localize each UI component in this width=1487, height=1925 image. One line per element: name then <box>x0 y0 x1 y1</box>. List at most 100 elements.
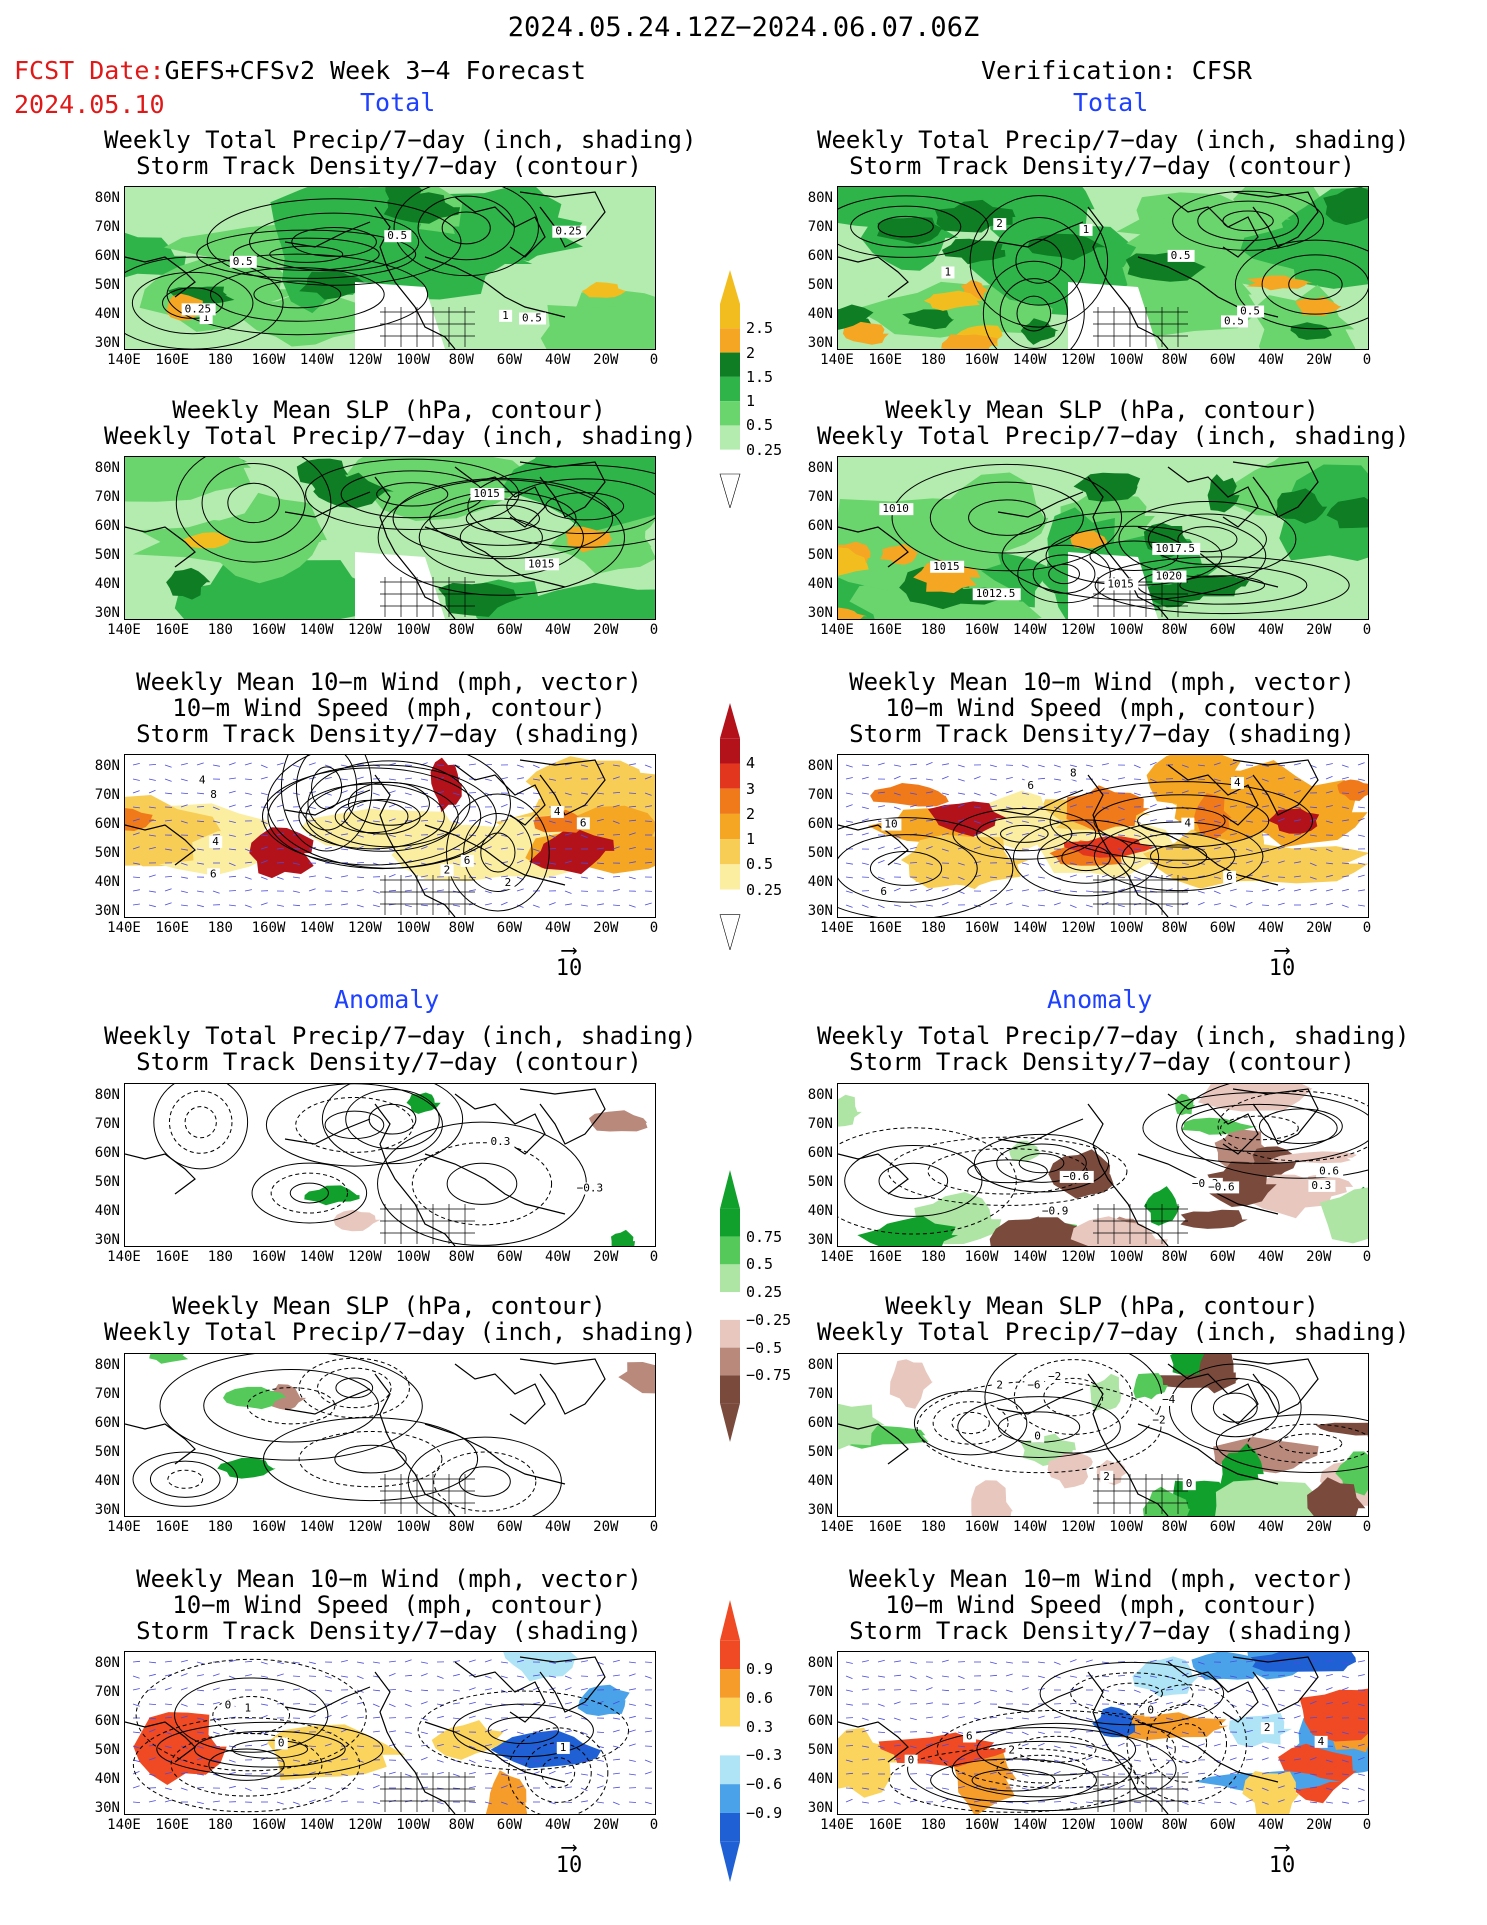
anomaly-shading <box>1299 1688 1368 1742</box>
lon-label: 180 <box>207 352 233 368</box>
coastline <box>519 1088 606 1145</box>
contour-label: −0.6 <box>1063 1170 1090 1183</box>
contour-label: 0.25 <box>185 302 212 315</box>
fc-slp-map: 1015 1015 <box>124 456 656 620</box>
contour-label: 0 <box>1186 1477 1193 1490</box>
contour-label-bg <box>1045 1370 1066 1383</box>
lon-label: 40W <box>544 1249 571 1265</box>
lat-label: 60N <box>94 518 120 534</box>
anomaly-shading <box>857 1215 959 1246</box>
contour-line <box>166 253 429 336</box>
lon-label: 100W <box>1109 352 1143 368</box>
contour-line <box>1094 556 1350 615</box>
lat-label: 70N <box>807 1116 833 1132</box>
lat-label: 50N <box>94 1174 120 1190</box>
fc-precip-anom-map: 0.3 −0.3 <box>124 1083 656 1247</box>
precip-shading <box>1290 322 1332 340</box>
state-borders <box>1093 1772 1188 1812</box>
lon-label: 140W <box>1012 352 1047 368</box>
lat-label: 70N <box>94 787 120 803</box>
lat-label: 60N <box>807 1713 833 1729</box>
contour-label: −2 <box>1048 1370 1061 1383</box>
coastline <box>125 1721 196 1763</box>
vector-reference-value: 10 <box>1268 1853 1296 1878</box>
contour-label: 1 <box>502 309 509 322</box>
contour-label-bg <box>1149 1414 1170 1427</box>
colorbar-segment <box>720 1347 740 1376</box>
anomaly-shading <box>1181 1117 1258 1135</box>
contour-line <box>251 1162 368 1224</box>
contour-line <box>540 1757 576 1788</box>
contour-line <box>969 195 1109 328</box>
anomaly-shading <box>838 1727 897 1798</box>
lat-label: 40N <box>94 1771 120 1787</box>
lon-label: 100W <box>1109 1519 1143 1535</box>
anomaly-shading <box>1215 1479 1326 1516</box>
storm_anom-colorbar <box>720 1600 740 1882</box>
precip-shading <box>1295 296 1342 317</box>
contour-line <box>1146 1703 1227 1783</box>
colorbar-label: 2 <box>746 343 756 362</box>
contour-line <box>156 1721 384 1777</box>
lon-label: 120W <box>1061 622 1095 638</box>
lon-label: 0 <box>649 1817 659 1833</box>
contour-line <box>1215 1414 1368 1473</box>
lat-label: 80N <box>807 1357 833 1373</box>
contour-label: 1017.5 <box>1155 542 1195 555</box>
precip-shading <box>1279 464 1368 561</box>
lon-label: 40W <box>544 622 571 638</box>
contour-label: 2 <box>1264 1721 1271 1734</box>
fc-precip-anom-title-1: Weekly Total Precip/7−day (inch, shading… <box>104 1022 697 1050</box>
contour-label-bg <box>1231 776 1245 789</box>
fcst-model: GEFS+CFSv2 Week 3−4 Forecast <box>164 56 586 85</box>
contour-line <box>1093 821 1264 892</box>
precip_anom-colorbar <box>720 1170 740 1442</box>
lat-label: 50N <box>807 845 833 861</box>
precip-shading <box>125 457 252 502</box>
lon-label: 160E <box>868 1519 903 1535</box>
contour-line <box>996 1754 1088 1784</box>
contour-line <box>203 1369 380 1443</box>
coastline <box>125 1423 196 1465</box>
fc-wind-anom-title-1: Weekly Mean 10−m Wind (mph, vector) <box>136 1565 642 1593</box>
storm-shading <box>1268 808 1320 834</box>
lon-label: 160E <box>155 1519 190 1535</box>
anomaly-shading <box>1307 1477 1366 1516</box>
colorbar-cap <box>720 703 740 739</box>
lon-label: 160W <box>964 352 999 368</box>
lat-label: 60N <box>807 518 833 534</box>
lat-label: 70N <box>807 1684 833 1700</box>
ob-wind-anom-title-2: 10−m Wind Speed (mph, contour) <box>885 1591 1319 1619</box>
lon-label: 120W <box>348 920 382 936</box>
contour-line <box>878 1162 949 1200</box>
lon-label: 20W <box>593 1249 619 1265</box>
contour-line <box>976 816 1073 852</box>
lon-label: 0 <box>1362 1817 1372 1833</box>
contour-label-bg <box>1182 1478 1196 1491</box>
lon-label: 160W <box>964 920 999 936</box>
contour-line <box>335 1377 374 1399</box>
lon-label: 0 <box>649 352 659 368</box>
coastline <box>838 1423 909 1465</box>
lat-label: 30N <box>807 1232 833 1248</box>
contour-label: 1020 <box>1155 570 1182 583</box>
lat-label: 50N <box>807 277 833 293</box>
coastline <box>1232 1088 1319 1145</box>
coastline <box>838 1153 909 1195</box>
contour-label-bg <box>993 218 1007 231</box>
contour-label: 2 <box>505 876 512 889</box>
lat-label: 30N <box>807 605 833 621</box>
contour-label: 1 <box>944 265 951 278</box>
lon-label: 140E <box>107 920 141 936</box>
lon-label: 120W <box>348 1817 382 1833</box>
lon-label: 160W <box>251 352 286 368</box>
colorbar-segment <box>720 425 740 450</box>
lat-label: 60N <box>94 1415 120 1431</box>
lon-label: 180 <box>920 352 946 368</box>
section-total-right: Total <box>1073 88 1149 117</box>
contour-label: 6 <box>210 867 217 880</box>
contour-label-bg <box>229 255 257 268</box>
coastline <box>1137 1153 1279 1215</box>
colorbar-label: 0.25 <box>746 440 783 459</box>
lon-label: 180 <box>920 622 946 638</box>
